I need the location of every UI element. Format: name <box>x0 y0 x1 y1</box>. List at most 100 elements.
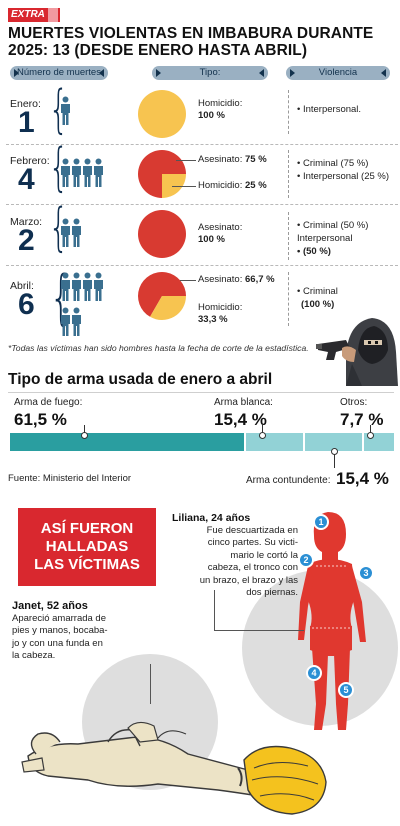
person-icon <box>72 272 81 301</box>
row-1-count: 1 <box>18 106 35 139</box>
row-4-type-1-pct: 66,7 % <box>245 274 275 285</box>
weapon-1-value: 61,5 % <box>14 410 67 429</box>
header-violence: Violencia <box>286 66 390 80</box>
row-3-violence-3: • (50 %) <box>297 246 331 257</box>
row-2-pie <box>138 150 186 198</box>
victims-heading-line-1: ASÍ FUERON <box>40 520 134 537</box>
liliana-leader <box>214 590 215 630</box>
row-4-type-1-leader <box>180 280 196 281</box>
weapons-title: Tipo de arma usada de enero a abril <box>8 371 273 388</box>
liliana-story: Liliana, 24 años Fue descuartizada en ci… <box>164 512 298 600</box>
weapons-title-rule <box>8 392 394 393</box>
weapon-leader-line <box>334 451 335 468</box>
footnote: *Todas las víctimas han sido hombres has… <box>8 343 309 353</box>
logo-accent <box>48 8 58 22</box>
weapon-bar-segment <box>10 433 245 451</box>
row-3-month: Marzo: <box>10 216 43 228</box>
row-2-type-1-leader <box>176 160 196 161</box>
pie-slice <box>138 210 186 258</box>
weapon-2-label: Arma blanca: <box>214 397 273 408</box>
janet-line-1: Apareció amarrada de <box>12 612 106 624</box>
person-icon <box>61 307 70 336</box>
liliana-line-4: cabeza, el tronco con <box>207 562 298 573</box>
liliana-leader-h <box>214 630 304 631</box>
row-divider <box>6 144 398 145</box>
weapon-leader-dot <box>81 432 88 439</box>
liliana-line-2: cinco partes. Su victi- <box>207 537 298 548</box>
person-icon <box>61 272 70 301</box>
row-3-pie <box>138 210 186 258</box>
janet-name: Janet, 52 años <box>12 600 88 612</box>
row-2-month: Febrero: <box>10 155 50 167</box>
janet-leader <box>150 664 151 704</box>
row-divider <box>6 265 398 266</box>
row-3-type-1-name: Asesinato: <box>198 222 243 233</box>
person-icon <box>72 158 81 187</box>
row-4-type-1-name: Asesinato: <box>198 274 243 285</box>
marker-5: 5 <box>338 682 354 698</box>
row-3-type-1-pct: 100 % <box>198 234 225 245</box>
row-2-type-2-name: Homicidio: <box>198 180 243 191</box>
header-type: Tipo: <box>152 66 268 80</box>
janet-line-4: la cabeza. <box>12 650 56 661</box>
person-icon <box>72 218 81 247</box>
marker-4: 4 <box>306 665 322 681</box>
weapon-bar-segment <box>246 433 304 451</box>
row-3-violence-2: Interpersonal <box>297 233 353 244</box>
page-title: MUERTES VIOLENTAS EN IMBABURA DURANTE 20… <box>8 25 374 59</box>
liliana-name: Liliana, 24 años <box>172 512 251 524</box>
row-1-type-1-name: Homicidio: <box>198 98 243 109</box>
row-2-type-1: Asesinato: 75 % <box>198 154 267 165</box>
weapon-4-value: 7,7 % <box>340 410 384 429</box>
pie-slice <box>150 296 186 320</box>
row-2-count: 4 <box>18 163 35 196</box>
row-1-month: Enero: <box>10 98 41 110</box>
row-4-type-1: Asesinato: 66,7 % <box>198 274 275 285</box>
row-2-type-1-pct: 75 % <box>245 154 267 165</box>
row-1-violence-1: • Interpersonal. <box>297 104 362 115</box>
row-2-type-1-name: Asesinato: <box>198 154 243 165</box>
marker-3: 3 <box>358 565 374 581</box>
weapon-bar-segment <box>305 433 363 451</box>
row-1-type-1-pct: 100 % <box>198 110 225 121</box>
weapon-2-value: 15,4 % <box>214 410 267 429</box>
janet-line-2: pies y manos, bocaba- <box>12 625 108 636</box>
row-3-vline <box>288 212 289 260</box>
weapon-3-label: Arma contundente: <box>246 475 331 486</box>
source-note: Fuente: Ministerio del Interior <box>8 473 132 484</box>
weapon-leader-line <box>370 425 371 435</box>
row-3-violence-1: • Criminal (50 %) <box>297 220 369 231</box>
pie-slice <box>138 90 186 138</box>
row-1-people <box>60 96 71 131</box>
gunman-illustration <box>316 318 398 386</box>
row-3-count: 2 <box>18 224 35 257</box>
weapon-leader-line <box>84 425 85 435</box>
row-4-type-2-pct: 33,3 % <box>198 314 228 325</box>
row-2-violence-2: • Interpersonal (25 %) <box>297 171 390 182</box>
row-3-people <box>60 218 82 253</box>
row-2-type-2-leader <box>172 186 196 187</box>
marker-2: 2 <box>298 552 314 568</box>
row-2-violence-1: • Criminal (75 %) <box>297 158 369 169</box>
row-divider <box>6 204 398 205</box>
row-4-type-2-name: Homicidio: <box>198 302 243 313</box>
row-4-count: 6 <box>18 288 35 321</box>
victims-heading-line-2: HALLADAS <box>45 538 129 555</box>
row-4-pie <box>138 272 186 320</box>
marker-1: 1 <box>313 514 329 530</box>
victims-heading-line-3: LAS VÍCTIMAS <box>34 556 140 573</box>
person-icon <box>72 307 81 336</box>
weapon-leader-line <box>262 425 263 435</box>
person-icon <box>94 158 103 187</box>
janet-line-3: jo y con una funda en <box>12 637 103 649</box>
janet-story: Janet, 52 años Apareció amarrada de pies… <box>12 600 142 663</box>
person-icon <box>83 158 92 187</box>
row-2-people <box>60 158 104 193</box>
person-icon <box>61 218 70 247</box>
victims-heading: ASÍ FUERON HALLADAS LAS VÍCTIMAS <box>18 508 156 586</box>
janet-illustration <box>21 721 327 815</box>
person-icon <box>61 158 70 187</box>
row-2-type-2: Homicidio: 25 % <box>198 180 267 191</box>
row-1-pie <box>138 90 186 138</box>
weapon-leader-dot <box>331 448 338 455</box>
